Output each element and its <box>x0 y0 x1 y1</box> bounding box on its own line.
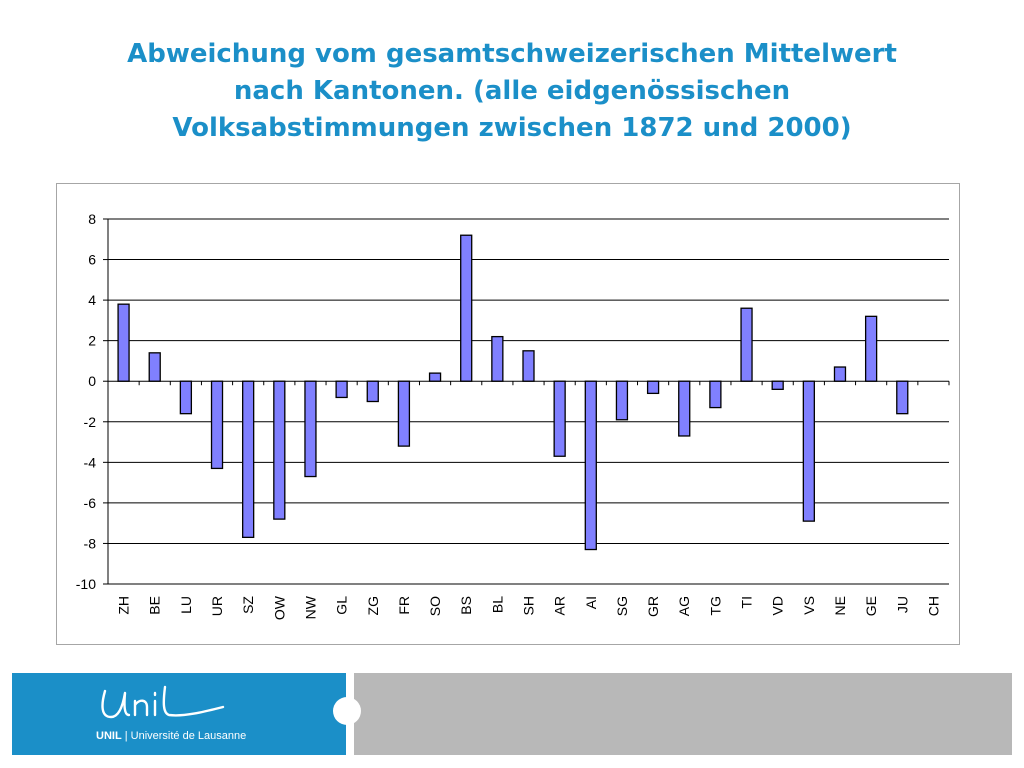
y-tick-label: 6 <box>88 252 96 268</box>
footer-gray-bar <box>354 673 1012 755</box>
bar-nw <box>304 380 317 478</box>
x-category-label: UR <box>209 596 225 616</box>
bar-bs <box>460 234 473 382</box>
x-category-label: FR <box>396 596 412 615</box>
bar-ar <box>553 380 566 457</box>
x-category-label: BS <box>458 596 474 615</box>
bar-tg <box>709 380 722 409</box>
bar-sg <box>615 380 629 421</box>
unil-logo-icon <box>101 685 225 719</box>
x-category-label: SZ <box>240 596 256 614</box>
bar-vs <box>802 380 815 522</box>
bar-zg <box>366 380 379 403</box>
title-line-3: Volksabstimmungen zwischen 1872 und 2000… <box>172 113 852 143</box>
bar-chart: 8 6 4 2 0 -2 -4 -6 -8 -10 ZH BE LU UR SZ OW NW GL ZG FR SO BS… <box>76 211 950 620</box>
x-category-label: AR <box>552 596 568 615</box>
bar-lu <box>179 380 193 415</box>
x-category-label: GL <box>334 596 350 615</box>
bar-sz <box>242 380 255 539</box>
x-category-label: SH <box>521 596 537 615</box>
x-category-label: BE <box>147 596 163 615</box>
x-category-label: OW <box>271 595 287 620</box>
x-category-label: BL <box>489 596 505 613</box>
x-category-label: VS <box>801 596 817 615</box>
footer-brand-bar <box>12 673 346 755</box>
bar-ne <box>833 366 847 382</box>
bar-ge <box>864 315 878 382</box>
y-tick-label: -10 <box>76 576 96 592</box>
bar-ju <box>896 380 909 415</box>
x-category-label: TG <box>707 596 723 615</box>
bar-be <box>148 352 161 382</box>
x-category-label: CH <box>925 596 941 616</box>
x-category-label: AG <box>676 596 692 616</box>
logo-caption-bold: UNIL <box>96 730 122 742</box>
bar-ag <box>678 380 691 437</box>
x-category-label: ZG <box>365 596 381 615</box>
x-category-label: NW <box>302 595 318 619</box>
y-tick-label: -4 <box>84 454 97 470</box>
bar-bl <box>491 335 504 382</box>
logo-caption: UNIL | Université de Lausanne <box>96 730 246 742</box>
footer-circle-icon <box>333 697 361 725</box>
bar-gr <box>646 380 660 395</box>
x-category-label: JU <box>894 596 910 613</box>
y-tick-label: 8 <box>88 211 96 227</box>
bar-gl <box>335 380 348 399</box>
x-category-label: NE <box>832 596 848 615</box>
x-category-label: LU <box>178 596 194 614</box>
x-category-label: GE <box>863 596 879 616</box>
bar-sh <box>522 350 535 382</box>
bar-ur <box>210 380 224 470</box>
x-category-label: SO <box>427 596 443 616</box>
y-tick-label: 4 <box>88 292 96 308</box>
x-category-label: ZH <box>116 596 132 615</box>
title-line-2: nach Kantonen. (alle eidgenössischen <box>233 76 791 106</box>
y-tick-label: -6 <box>84 495 97 511</box>
logo-caption-rest: | Université de Lausanne <box>121 730 247 742</box>
x-category-label: VD <box>770 596 786 615</box>
y-tick-label: 2 <box>88 333 96 349</box>
bar-vd <box>771 380 784 390</box>
bar-zh <box>117 303 130 382</box>
bar-so <box>428 372 442 382</box>
x-category-label: TI <box>739 596 755 608</box>
x-category-label: AI <box>583 596 599 609</box>
bar-fr <box>397 380 411 447</box>
chart-frame: 8 6 4 2 0 -2 -4 -6 -8 -10 ZH BE LU UR SZ OW NW GL ZG FR SO BS… <box>56 183 960 645</box>
y-tick-label: -8 <box>84 535 97 551</box>
y-tick-label: 0 <box>88 373 96 389</box>
title-line-1: Abweichung vom gesamtschweizerischen Mit… <box>127 39 897 69</box>
bar-ti <box>740 307 753 382</box>
page-title: Abweichung vom gesamtschweizerischen Mit… <box>40 36 984 147</box>
bar-ai <box>584 380 597 551</box>
y-tick-label: -2 <box>84 414 97 430</box>
bar-ow <box>273 380 286 520</box>
x-category-label: GR <box>645 596 661 617</box>
x-category-label: SG <box>614 596 630 616</box>
